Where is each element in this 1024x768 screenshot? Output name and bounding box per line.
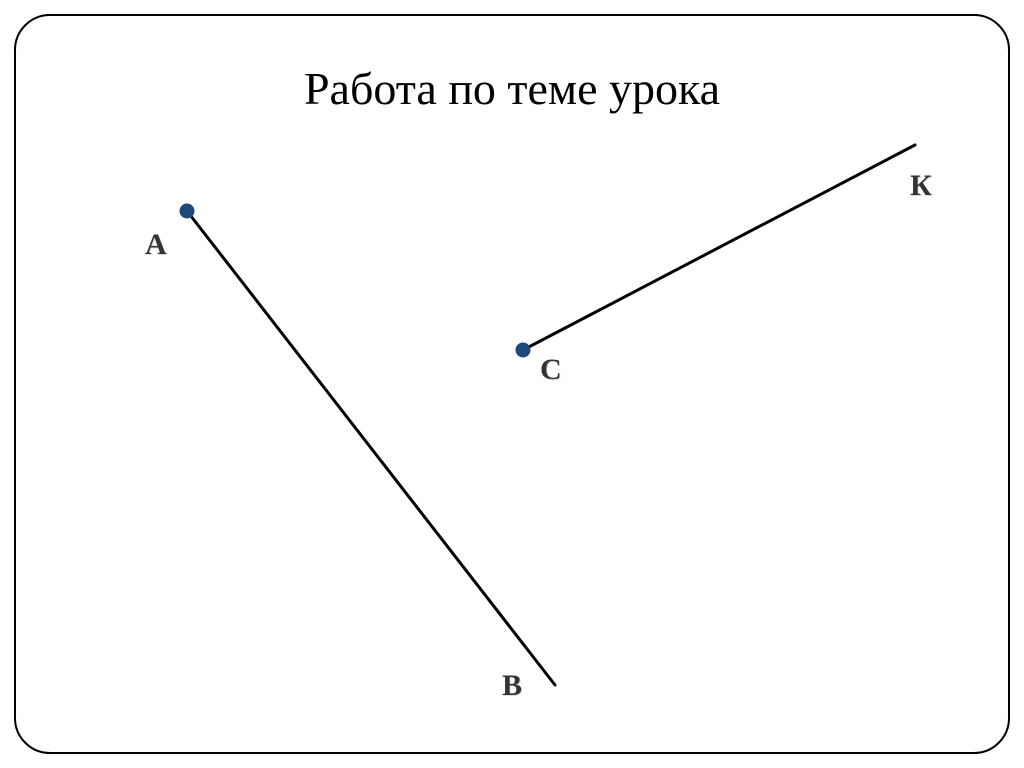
segment-AB: [187, 211, 555, 685]
label-A: А: [145, 227, 167, 262]
point-A: [180, 204, 194, 218]
label-K: К: [910, 168, 932, 203]
point-C: [516, 343, 530, 357]
geometry-diagram: [0, 0, 1024, 768]
label-B: В: [502, 668, 522, 703]
label-C: С: [540, 352, 562, 387]
segment-CK: [523, 145, 915, 350]
